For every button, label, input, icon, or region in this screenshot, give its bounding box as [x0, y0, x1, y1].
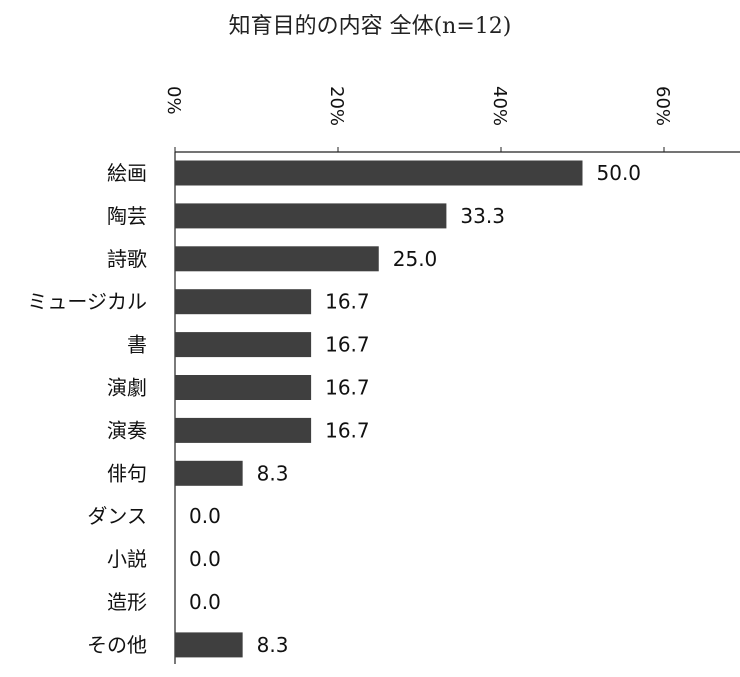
category-label: 陶芸 — [107, 204, 147, 228]
bar — [175, 460, 243, 486]
bar — [175, 160, 583, 186]
category-label: その他 — [87, 633, 147, 657]
value-label: 16.7 — [325, 418, 370, 442]
value-label: 8.3 — [257, 461, 289, 485]
bar — [175, 417, 312, 443]
value-label: 8.3 — [257, 633, 289, 657]
x-tick-label: 40% — [489, 86, 510, 126]
category-label: 絵画 — [107, 161, 147, 185]
category-label: ダンス — [87, 504, 147, 528]
value-label: 16.7 — [325, 333, 370, 357]
bar — [175, 332, 312, 358]
bar — [175, 246, 379, 272]
value-label: 0.0 — [189, 547, 221, 571]
bar — [175, 375, 312, 400]
category-label: 演奏 — [107, 418, 147, 442]
category-label: 俳句 — [107, 461, 147, 485]
category-label: 小説 — [107, 547, 147, 571]
category-label: 詩歌 — [107, 247, 147, 271]
value-label: 0.0 — [189, 504, 221, 528]
x-tick-label: 0% — [163, 86, 184, 115]
bar — [175, 203, 447, 229]
x-tick-label: 60% — [652, 86, 673, 126]
value-label: 16.7 — [325, 376, 370, 400]
category-label: 演劇 — [107, 376, 147, 400]
value-label: 50.0 — [597, 161, 642, 185]
value-label: 25.0 — [393, 247, 438, 271]
chart-title: 知育目的の内容 全体(n=12) — [228, 14, 512, 39]
x-tick-label: 20% — [326, 86, 347, 126]
value-label: 33.3 — [460, 204, 505, 228]
bar — [175, 632, 243, 658]
category-label: 書 — [127, 333, 147, 357]
category-label: 造形 — [107, 590, 147, 614]
value-label: 0.0 — [189, 590, 221, 614]
bar — [175, 289, 312, 315]
value-label: 16.7 — [325, 290, 370, 314]
category-label: ミュージカル — [27, 290, 147, 314]
